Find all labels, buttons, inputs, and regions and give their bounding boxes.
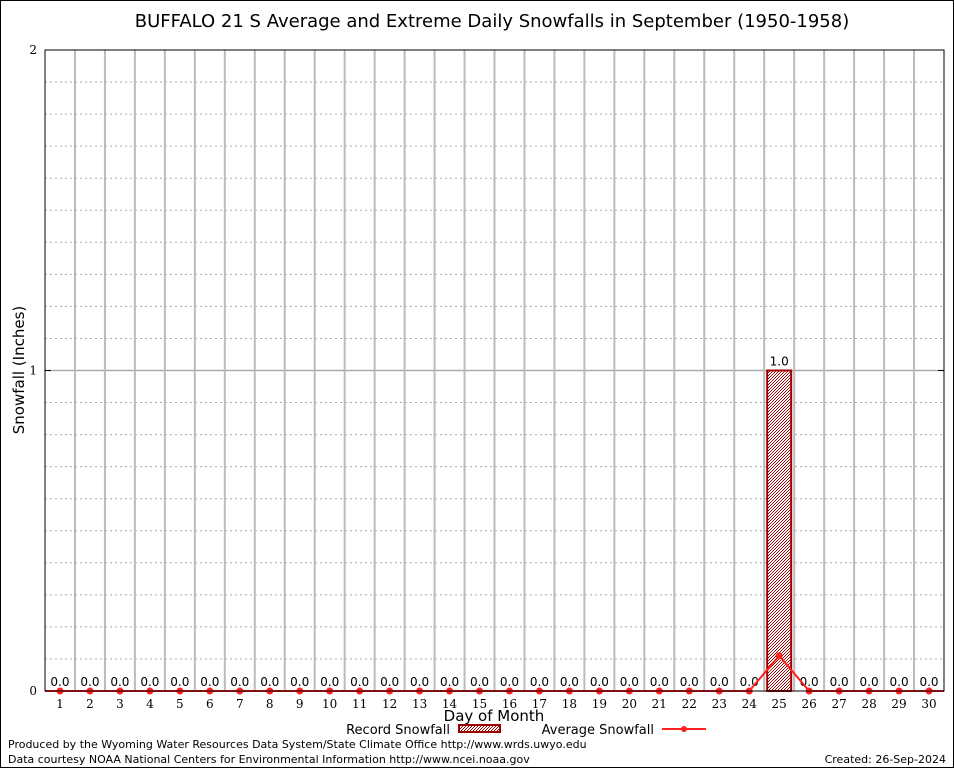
x-tick-label: 6 — [206, 697, 214, 711]
bar-data-label: 0.0 — [710, 675, 729, 689]
y-tick-label: 2 — [29, 43, 37, 57]
bar-data-label: 0.0 — [290, 675, 309, 689]
chart-title: BUFFALO 21 S Average and Extreme Daily S… — [135, 11, 849, 32]
legend: Record Snowfall Average Snowfall — [346, 723, 706, 738]
bar-data-label: 0.0 — [230, 675, 249, 689]
x-tick-label: 14 — [442, 697, 458, 711]
x-tick-label: 23 — [712, 697, 727, 711]
x-tick-label: 19 — [592, 697, 607, 711]
x-tick-label: 20 — [622, 697, 637, 711]
bar-data-label: 0.0 — [890, 675, 909, 689]
x-tick-label: 24 — [742, 697, 758, 711]
bar-data-label: 0.0 — [680, 675, 699, 689]
bar-data-label: 0.0 — [650, 675, 669, 689]
bar-data-label: 0.0 — [470, 675, 489, 689]
x-tick-label: 10 — [322, 697, 337, 711]
bar-data-label: 0.0 — [410, 675, 429, 689]
x-tick-label: 17 — [532, 697, 547, 711]
bar-data-label: 0.0 — [320, 675, 339, 689]
x-tick-label: 8 — [266, 697, 274, 711]
record-bar — [766, 369, 793, 692]
bar-data-label: 0.0 — [830, 675, 849, 689]
legend-record-swatch — [458, 724, 501, 733]
bar-data-label: 0.0 — [500, 675, 519, 689]
bar-data-label: 0.0 — [350, 675, 369, 689]
x-tick-label: 2 — [86, 697, 94, 711]
x-tick-label: 18 — [562, 697, 577, 711]
footer-data-courtesy: Data courtesy NOAA National Centers for … — [8, 753, 530, 766]
x-tick-label: 30 — [921, 697, 936, 711]
bar-data-label: 0.0 — [440, 675, 459, 689]
x-tick-label: 13 — [412, 697, 427, 711]
bar-data-label: 0.0 — [560, 675, 579, 689]
y-tick-label: 0 — [29, 684, 37, 698]
bar-data-label: 0.0 — [110, 675, 129, 689]
x-tick-label: 11 — [352, 697, 367, 711]
bar-data-label: 1.0 — [770, 355, 789, 369]
x-tick-label: 16 — [502, 697, 517, 711]
bar-data-label: 0.0 — [620, 675, 639, 689]
x-tick-label: 22 — [682, 697, 697, 711]
bar-data-label: 0.0 — [80, 675, 99, 689]
bar-data-label: 0.0 — [170, 675, 189, 689]
y-axis-label: Snowfall (Inches) — [10, 306, 28, 434]
x-tick-label: 26 — [802, 697, 817, 711]
x-tick-label: 4 — [146, 697, 154, 711]
x-tick-label: 12 — [382, 697, 397, 711]
legend-average-marker — [681, 726, 687, 732]
bar-data-label: 0.0 — [860, 675, 879, 689]
x-tick-label: 27 — [831, 697, 846, 711]
bar-data-label: 0.0 — [919, 675, 938, 689]
footer-created: Created: 26-Sep-2024 — [825, 753, 946, 766]
x-tick-label: 9 — [296, 697, 304, 711]
footer-produced-by: Produced by the Wyoming Water Resources … — [8, 738, 587, 751]
legend-record-label: Record Snowfall — [346, 723, 450, 738]
bar-data-label: 0.0 — [50, 675, 69, 689]
x-axis-label: Day of Month — [444, 707, 545, 725]
bar-data-label: 0.0 — [380, 675, 399, 689]
x-tick-label: 7 — [236, 697, 244, 711]
x-tick-label: 25 — [772, 697, 787, 711]
x-tick-label: 28 — [861, 697, 876, 711]
bar-data-label: 0.0 — [140, 675, 159, 689]
bar-data-label: 0.0 — [260, 675, 279, 689]
bar-data-label: 0.0 — [590, 675, 609, 689]
x-tick-label: 21 — [652, 697, 667, 711]
bar-data-label: 0.0 — [530, 675, 549, 689]
x-tick-label: 5 — [176, 697, 184, 711]
x-tick-label: 3 — [116, 697, 124, 711]
bar-data-label: 0.0 — [200, 675, 219, 689]
y-tick-label: 1 — [29, 364, 37, 378]
x-tick-label: 15 — [472, 697, 487, 711]
average-point — [775, 652, 783, 660]
legend-average-label: Average Snowfall — [542, 723, 654, 738]
x-tick-label: 29 — [891, 697, 906, 711]
x-tick-label: 1 — [56, 697, 64, 711]
